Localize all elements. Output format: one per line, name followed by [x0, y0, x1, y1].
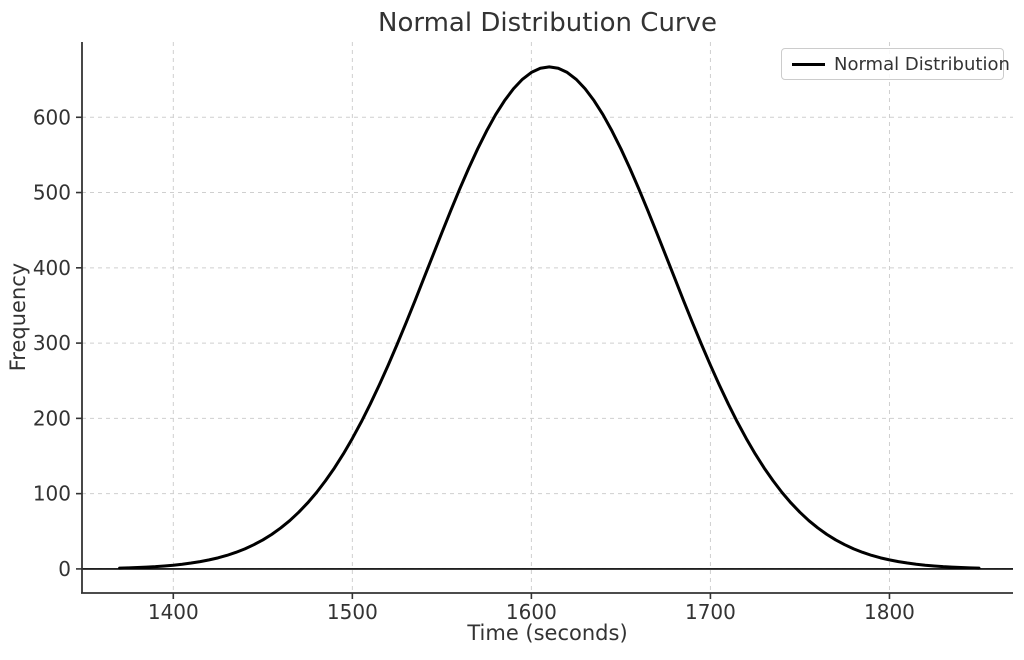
- legend-entry-label: Normal Distribution: [834, 53, 1010, 75]
- x-tick-label: 1700: [685, 600, 736, 624]
- x-tick-label: 1400: [148, 600, 199, 624]
- legend-line-swatch-icon: [792, 62, 825, 66]
- y-tick-label: 100: [33, 482, 71, 506]
- y-tick-label: 300: [33, 331, 71, 355]
- x-tick-label: 1600: [506, 600, 557, 624]
- chart-title: Normal Distribution Curve: [378, 8, 717, 38]
- y-tick-label: 0: [58, 557, 71, 581]
- x-axis-label: Time (seconds): [467, 621, 628, 645]
- x-tick-label: 1500: [327, 600, 378, 624]
- x-tick-label: 1800: [864, 600, 915, 624]
- y-tick-label: 400: [33, 256, 71, 280]
- y-tick-label: 500: [33, 181, 71, 205]
- y-tick-label: 200: [33, 406, 71, 430]
- y-tick-label: 600: [33, 105, 71, 129]
- normal-distribution-curve: [118, 65, 981, 570]
- y-axis-label: Frequency: [6, 262, 30, 372]
- legend: Normal Distribution: [781, 48, 1010, 80]
